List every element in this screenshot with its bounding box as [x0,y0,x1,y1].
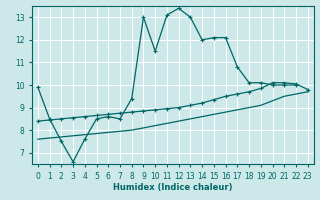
X-axis label: Humidex (Indice chaleur): Humidex (Indice chaleur) [113,183,233,192]
